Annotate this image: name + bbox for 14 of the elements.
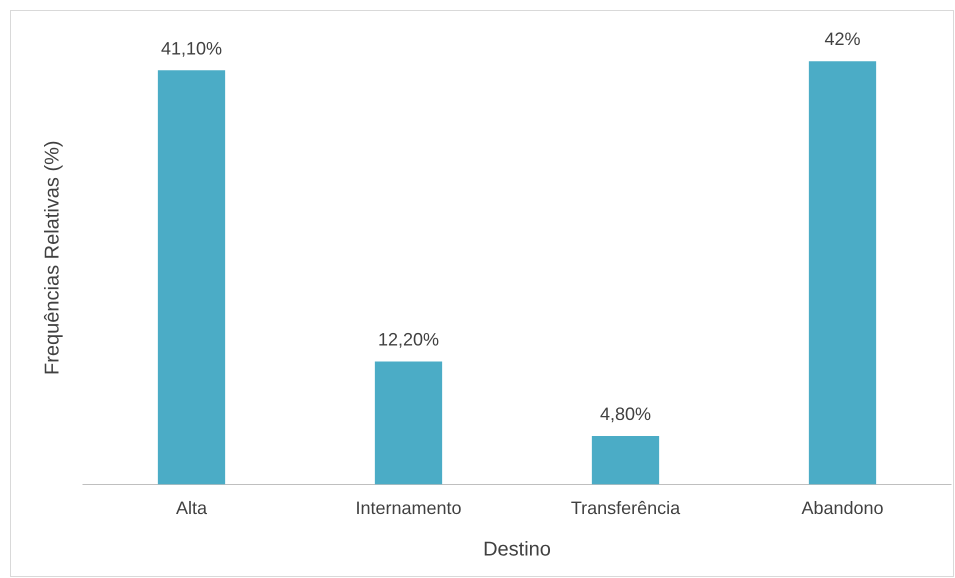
y-axis-title: Frequências Relativas (%) <box>42 140 64 375</box>
data-label: 41,10% <box>160 38 222 58</box>
bar <box>158 70 226 484</box>
bar <box>592 436 660 484</box>
x-tick-label: Transferência <box>570 498 682 518</box>
x-tick-label: Abandono <box>801 498 884 518</box>
data-label: 4,80% <box>600 404 652 424</box>
x-tick-label: Internamento <box>355 498 462 518</box>
data-label: 42% <box>824 29 861 50</box>
x-tick-label: Alta <box>176 498 208 518</box>
x-axis-title: Destino <box>483 538 551 561</box>
data-label: 12,20% <box>378 329 440 350</box>
bar <box>808 61 876 484</box>
bar <box>374 361 442 484</box>
